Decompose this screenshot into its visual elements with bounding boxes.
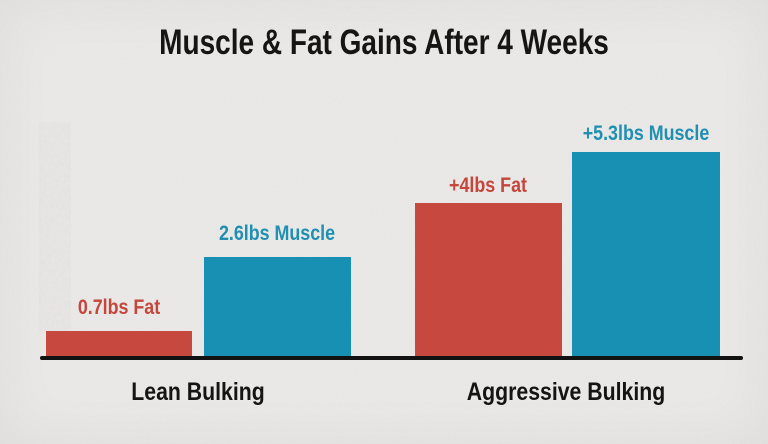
value-label-aggressive-muscle: +5.3lbs Muscle <box>582 122 710 145</box>
category-label-aggressive-bulking: Aggressive Bulking <box>466 378 666 406</box>
chart-title: Muscle & Fat Gains After 4 Weeks <box>159 23 609 62</box>
bar-lean-bulking-muscle <box>204 257 351 356</box>
value-label-aggressive-fat: +4lbs Fat <box>449 174 527 197</box>
bar-lean-bulking-fat <box>46 331 192 356</box>
bar-aggressive-bulking-fat <box>415 203 562 356</box>
value-label-lean-muscle: 2.6lbs Muscle <box>218 222 336 245</box>
bar-aggressive-bulking-muscle <box>572 152 720 356</box>
value-label-lean-fat: 0.7lbs Fat <box>77 296 161 319</box>
category-label-lean-bulking: Lean Bulking <box>131 378 265 406</box>
x-axis-line <box>40 356 743 360</box>
